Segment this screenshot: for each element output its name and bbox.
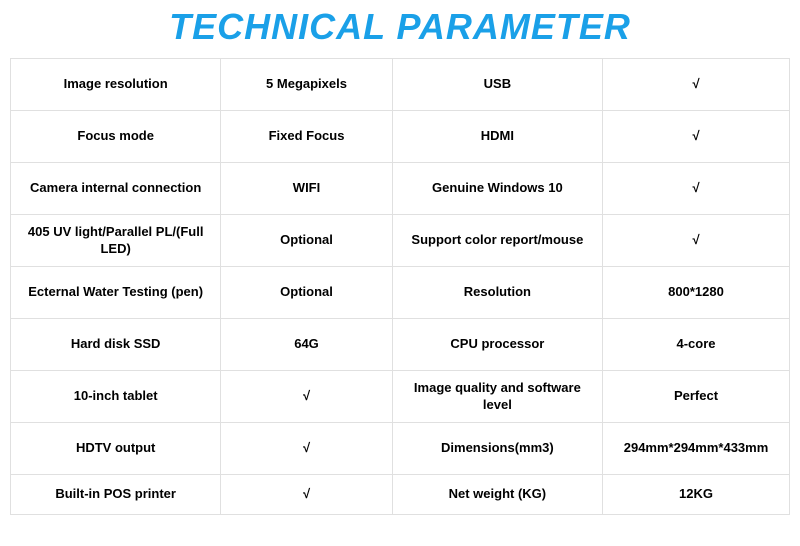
spec-label: USB bbox=[392, 59, 602, 111]
spec-value: 4-core bbox=[603, 319, 790, 371]
spec-value: 800*1280 bbox=[603, 267, 790, 319]
spec-value: WIFI bbox=[221, 163, 392, 215]
spec-label: Camera internal connection bbox=[11, 163, 221, 215]
spec-label: Genuine Windows 10 bbox=[392, 163, 602, 215]
spec-label: Hard disk SSD bbox=[11, 319, 221, 371]
table-row: 10-inch tablet √ Image quality and softw… bbox=[11, 371, 790, 423]
table-row: Image resolution 5 Megapixels USB √ bbox=[11, 59, 790, 111]
spec-value: 294mm*294mm*433mm bbox=[603, 423, 790, 475]
spec-value: √ bbox=[603, 111, 790, 163]
table-row: HDTV output √ Dimensions(mm3) 294mm*294m… bbox=[11, 423, 790, 475]
spec-value: 5 Megapixels bbox=[221, 59, 392, 111]
spec-label: Support color report/mouse bbox=[392, 215, 602, 267]
table-row: 405 UV light/Parallel PL/(Full LED) Opti… bbox=[11, 215, 790, 267]
spec-label: Net weight (KG) bbox=[392, 475, 602, 515]
spec-value: Fixed Focus bbox=[221, 111, 392, 163]
spec-label: Ecternal Water Testing (pen) bbox=[11, 267, 221, 319]
spec-label: 10-inch tablet bbox=[11, 371, 221, 423]
spec-value: Optional bbox=[221, 215, 392, 267]
table-row: Hard disk SSD 64G CPU processor 4-core bbox=[11, 319, 790, 371]
spec-label: Image resolution bbox=[11, 59, 221, 111]
table-row: Focus mode Fixed Focus HDMI √ bbox=[11, 111, 790, 163]
spec-value: 64G bbox=[221, 319, 392, 371]
spec-label: Resolution bbox=[392, 267, 602, 319]
spec-value: 12KG bbox=[603, 475, 790, 515]
spec-label: 405 UV light/Parallel PL/(Full LED) bbox=[11, 215, 221, 267]
spec-value: √ bbox=[221, 371, 392, 423]
spec-label: Focus mode bbox=[11, 111, 221, 163]
spec-label: Built-in POS printer bbox=[11, 475, 221, 515]
spec-table-body: Image resolution 5 Megapixels USB √ Focu… bbox=[11, 59, 790, 515]
spec-table: Image resolution 5 Megapixels USB √ Focu… bbox=[10, 58, 790, 515]
spec-label: Dimensions(mm3) bbox=[392, 423, 602, 475]
table-row: Camera internal connection WIFI Genuine … bbox=[11, 163, 790, 215]
spec-value: √ bbox=[221, 475, 392, 515]
spec-value: √ bbox=[221, 423, 392, 475]
table-row: Ecternal Water Testing (pen) Optional Re… bbox=[11, 267, 790, 319]
spec-label: Image quality and software level bbox=[392, 371, 602, 423]
spec-value: Optional bbox=[221, 267, 392, 319]
table-row: Built-in POS printer √ Net weight (KG) 1… bbox=[11, 475, 790, 515]
page-container: TECHNICAL PARAMETER Image resolution 5 M… bbox=[0, 0, 800, 525]
spec-value: √ bbox=[603, 163, 790, 215]
spec-value: Perfect bbox=[603, 371, 790, 423]
spec-value: √ bbox=[603, 215, 790, 267]
spec-label: HDMI bbox=[392, 111, 602, 163]
spec-label: CPU processor bbox=[392, 319, 602, 371]
spec-value: √ bbox=[603, 59, 790, 111]
page-title: TECHNICAL PARAMETER bbox=[10, 6, 790, 48]
spec-label: HDTV output bbox=[11, 423, 221, 475]
